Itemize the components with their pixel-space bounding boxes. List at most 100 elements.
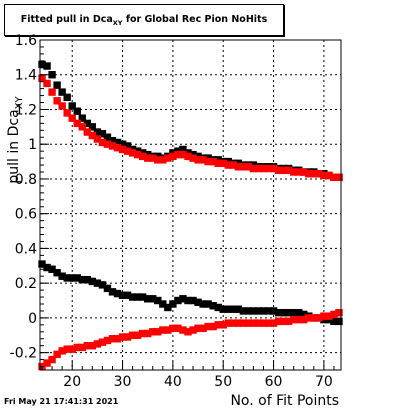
data-point <box>103 336 112 345</box>
data-point <box>300 315 308 324</box>
data-point <box>88 277 97 286</box>
data-point <box>204 157 212 166</box>
data-point <box>103 133 112 141</box>
data-point <box>43 359 51 367</box>
data-point <box>118 140 127 148</box>
data-point <box>154 328 162 336</box>
series-1 <box>38 60 343 181</box>
data-point <box>83 119 92 128</box>
data-point <box>269 319 278 327</box>
data-point <box>63 274 71 282</box>
data-point <box>38 60 46 69</box>
data-point <box>159 300 167 308</box>
data-point <box>48 88 56 96</box>
data-point <box>103 140 112 148</box>
data-point <box>43 263 51 272</box>
data-point <box>330 317 338 326</box>
data-point <box>254 164 263 173</box>
x-tick-label: 70 <box>315 374 333 390</box>
data-point <box>179 145 187 154</box>
data-point <box>199 156 207 164</box>
data-point <box>98 338 107 346</box>
data-point <box>38 260 46 268</box>
data-point <box>184 296 192 305</box>
data-point <box>325 312 333 320</box>
y-tick-label: 1.2 <box>15 102 37 118</box>
data-point <box>284 308 293 317</box>
data-point <box>138 329 147 338</box>
data-point <box>264 307 273 315</box>
data-point <box>274 308 283 317</box>
data-point <box>244 307 253 315</box>
data-point <box>224 319 232 327</box>
data-point <box>179 295 187 303</box>
data-point <box>300 168 308 176</box>
data-point <box>264 319 273 327</box>
data-point <box>58 347 66 355</box>
y-tick-label: 1.6 <box>15 33 37 49</box>
data-point <box>239 319 248 327</box>
data-point <box>43 62 51 70</box>
data-point <box>274 166 283 174</box>
data-point <box>63 345 71 353</box>
data-point <box>128 149 137 157</box>
data-point <box>88 341 97 350</box>
data-point <box>164 326 172 334</box>
data-point <box>78 114 86 122</box>
data-point <box>330 173 338 181</box>
x-tick-label: 40 <box>164 374 182 390</box>
data-point <box>78 123 86 131</box>
data-point <box>88 123 97 131</box>
data-point <box>144 154 152 162</box>
data-point <box>249 307 258 315</box>
data-point <box>330 310 338 319</box>
data-point <box>93 340 102 348</box>
data-point <box>73 119 81 128</box>
data-point <box>154 296 162 305</box>
data-point <box>249 164 258 173</box>
data-point <box>214 321 222 329</box>
data-point <box>264 164 273 173</box>
y-tick-label: 0.8 <box>15 172 37 188</box>
data-point <box>229 305 237 313</box>
data-point <box>199 324 207 333</box>
data-point <box>305 314 313 322</box>
data-point <box>169 300 177 308</box>
chart-title-box: Fitted pull in DcaXY for Global Rec Pion… <box>4 4 284 36</box>
data-point <box>164 303 172 312</box>
data-point <box>108 137 117 145</box>
data-point <box>88 131 97 140</box>
data-point <box>48 71 56 79</box>
data-point <box>83 275 92 284</box>
data-point <box>53 97 61 105</box>
data-point <box>259 319 268 327</box>
data-point <box>123 333 132 341</box>
data-point <box>259 164 268 173</box>
data-point <box>43 79 51 88</box>
data-point <box>103 284 112 293</box>
data-point <box>310 170 318 178</box>
data-point <box>279 166 288 174</box>
data-point <box>108 142 117 150</box>
data-point <box>98 138 107 147</box>
y-tick-label: 1 <box>28 137 37 153</box>
data-point <box>58 102 66 110</box>
data-point <box>244 319 253 327</box>
data-point <box>133 150 142 159</box>
timestamp: Fri May 21 17:41:31 2021 <box>4 397 119 406</box>
data-point <box>335 317 343 326</box>
data-point <box>174 150 182 159</box>
data-point <box>244 163 253 171</box>
data-point <box>78 343 86 352</box>
x-axis-title: No. of Fit Points <box>230 393 339 409</box>
grid-lines <box>40 39 341 370</box>
data-point <box>164 154 172 162</box>
data-point <box>279 308 288 317</box>
data-point <box>209 157 217 166</box>
data-point <box>93 279 102 287</box>
data-point <box>58 272 66 280</box>
data-point <box>123 291 132 300</box>
data-point <box>174 296 182 305</box>
data-point <box>254 307 263 315</box>
